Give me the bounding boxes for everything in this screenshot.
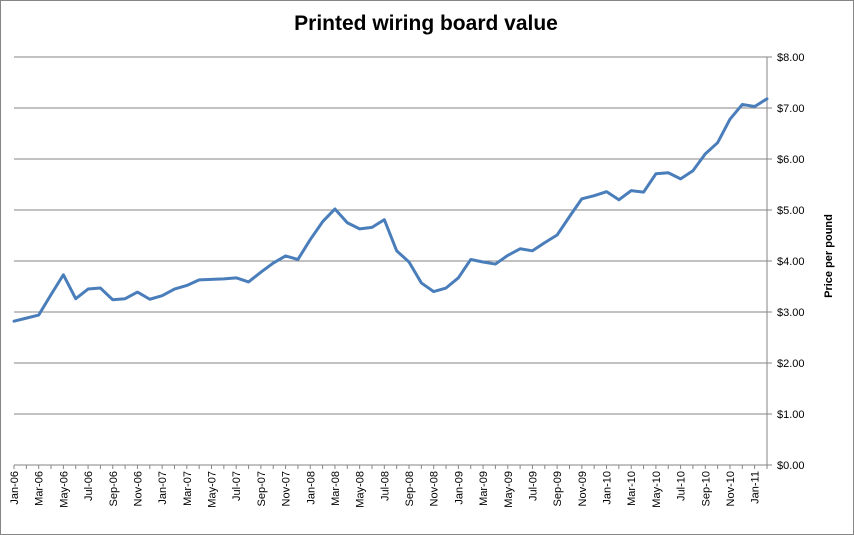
x-tick-label: Nov-06 [132,471,144,506]
chart-title: Printed wiring board value [294,12,558,35]
x-tick-label: Sep-09 [552,471,564,506]
y-axis-label: Price per pound [823,214,835,298]
x-tick-label: Jul-09 [527,471,539,501]
x-tick-label: Jul-08 [379,471,391,501]
y-tick-label: $6.00 [777,154,805,166]
x-tick-label: Mar-08 [330,471,342,506]
x-tick-label: Jan-11 [750,471,762,504]
x-tick-label: Jan-07 [157,471,169,505]
axes [13,56,772,469]
x-tick-label: Jan-08 [305,471,317,505]
x-tick-label: Mar-06 [34,471,46,506]
gridlines [14,56,767,415]
x-tick-label: Mar-09 [478,471,490,506]
y-tick-label: $3.00 [777,307,805,319]
y-tick-label: $1.00 [777,409,805,421]
x-tick-label: Jul-10 [676,471,688,501]
y-tick-labels: $0.00 $1.00 $2.00 $3.00 $4.00 $5.00 $6.00 $7.00… [777,52,805,472]
x-tick-label: May-06 [58,471,70,508]
x-tick-label: Jul-06 [83,471,95,501]
y-tick-label: $0.00 [777,460,805,472]
x-tick-label: Mar-07 [182,471,194,506]
x-tick-label: Sep-07 [256,471,268,506]
y-tick-label: $7.00 [777,103,805,115]
y-tick-label: $5.00 [777,205,805,217]
x-tick-labels: Jan-06 Mar-06 May-06 Jul-06 Sep-06 Nov-06 Jan-… [9,471,762,508]
x-tick-label: Sep-06 [108,471,120,506]
series-line [12,97,769,323]
x-tick-label: Jan-09 [453,471,465,505]
x-tick-label: Nov-09 [577,471,589,506]
x-tick-label: May-10 [651,471,663,508]
x-tick-label: Mar-10 [626,471,638,506]
x-tick-label: Nov-07 [281,471,293,506]
x-tick-label: May-07 [207,471,219,508]
x-tick-label: Jul-07 [231,471,243,501]
y-tick-label: $8.00 [777,52,805,64]
x-tick-label: May-09 [503,471,515,508]
x-tick-label: Sep-10 [700,471,712,506]
y-tick-label: $2.00 [777,358,805,370]
x-tick-label: Sep-08 [404,471,416,506]
x-tick-label: Nov-10 [725,471,737,506]
y-tick-label: $4.00 [777,256,805,268]
x-tick-label: Jan-06 [9,471,21,505]
x-tick-label: Jan-10 [602,471,614,505]
x-tick-label: May-08 [355,471,367,508]
x-tick-label: Nov-08 [429,471,441,506]
